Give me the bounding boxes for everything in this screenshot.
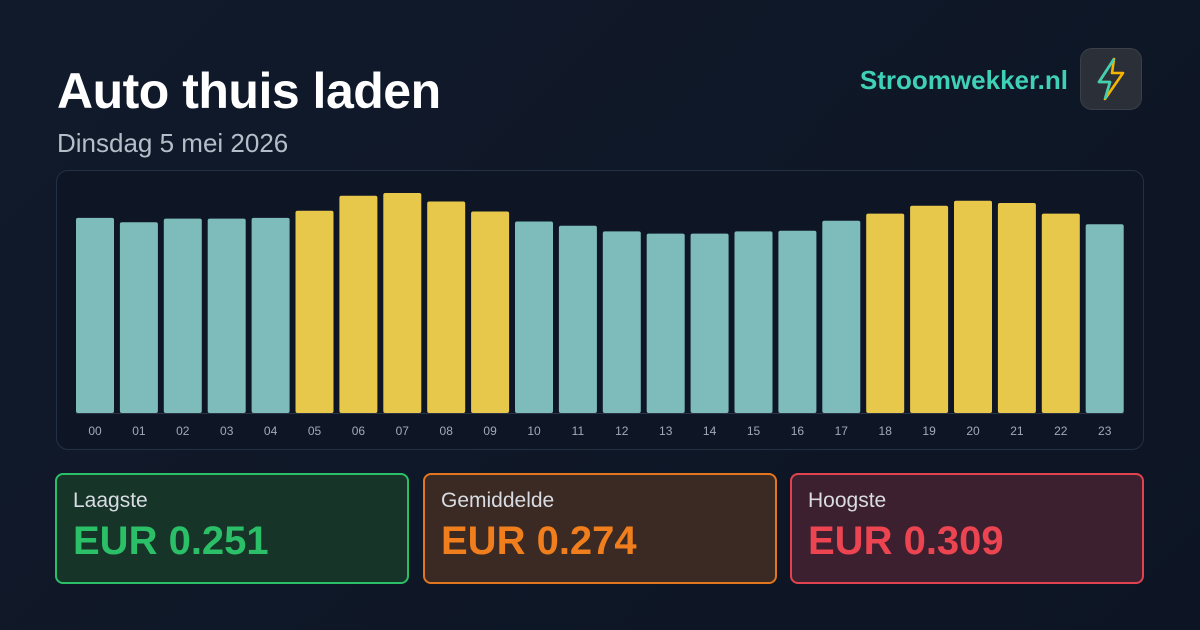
x-tick-label-13: 13 xyxy=(659,424,673,438)
chart-bar-10 xyxy=(515,221,553,413)
x-tick-label-18: 18 xyxy=(879,424,893,438)
x-tick-label-05: 05 xyxy=(308,424,322,438)
chart-bar-19 xyxy=(910,205,949,413)
chart-bar-22 xyxy=(1041,213,1080,413)
chart-bar-01 xyxy=(119,222,158,413)
chart-bar-09 xyxy=(471,211,510,413)
x-tick-label-03: 03 xyxy=(220,424,234,438)
chart-bar-05 xyxy=(295,210,334,413)
x-tick-label-14: 14 xyxy=(703,424,717,438)
brand-name: Stroomwekker.nl xyxy=(859,65,1068,95)
x-tick-label-01: 01 xyxy=(132,424,146,438)
chart-bar-00 xyxy=(76,217,114,413)
chart-bar-21 xyxy=(997,203,1036,413)
brand-logo xyxy=(1080,48,1142,110)
x-tick-label-08: 08 xyxy=(440,424,454,438)
chart-bar-13 xyxy=(646,233,685,413)
page-title: Auto thuis laden xyxy=(57,63,441,119)
x-tick-label-04: 04 xyxy=(264,424,278,438)
chart-bar-12 xyxy=(602,231,641,413)
stat-card-highest: Hoogste EUR 0.309 xyxy=(790,473,1144,584)
chart-bar-18 xyxy=(866,213,905,413)
chart-bar-04 xyxy=(251,217,290,413)
price-chart-panel: 00 01 02 03 04 05 06 07 08 09 10 11 12 13 14 15 16 17 18 19… xyxy=(56,170,1144,450)
x-tick-label-02: 02 xyxy=(176,424,190,438)
x-tick-label-07: 07 xyxy=(396,424,410,438)
x-tick-label-06: 06 xyxy=(352,424,366,438)
chart-bar-11 xyxy=(558,225,597,413)
x-tick-label-11: 11 xyxy=(572,424,585,438)
stat-label-lowest: Laagste xyxy=(73,489,148,512)
x-tick-label-23: 23 xyxy=(1098,424,1112,438)
x-tick-label-20: 20 xyxy=(966,424,980,438)
lightning-bolt-icon xyxy=(1097,57,1125,101)
chart-bar-16 xyxy=(778,230,817,413)
x-tick-label-16: 16 xyxy=(791,424,805,438)
x-tick-label-00: 00 xyxy=(88,424,102,438)
chart-bar-20 xyxy=(954,200,992,413)
x-tick-label-17: 17 xyxy=(835,424,849,438)
chart-bar-23 xyxy=(1085,224,1124,413)
chart-bar-17 xyxy=(822,220,861,413)
chart-bar-15 xyxy=(734,231,773,413)
chart-bar-06 xyxy=(339,195,378,413)
x-tick-label-21: 21 xyxy=(1010,424,1024,438)
price-bar-chart: 00 01 02 03 04 05 06 07 08 09 10 11 12 13 14 15 16 17 18 19… xyxy=(76,193,1124,438)
page-subtitle: Dinsdag 5 mei 2026 xyxy=(57,128,289,158)
x-tick-label-19: 19 xyxy=(922,424,936,438)
x-tick-label-22: 22 xyxy=(1054,424,1068,438)
stat-card-average: Gemiddelde EUR 0.274 xyxy=(423,473,777,584)
chart-bar-07 xyxy=(383,193,422,413)
stat-label-average: Gemiddelde xyxy=(441,489,555,512)
chart-bar-08 xyxy=(427,201,466,413)
stat-label-highest: Hoogste xyxy=(808,489,887,512)
x-tick-label-09: 09 xyxy=(483,424,497,438)
x-tick-label-15: 15 xyxy=(747,424,761,438)
x-tick-label-10: 10 xyxy=(527,424,541,438)
chart-bar-03 xyxy=(207,218,246,413)
chart-bar-02 xyxy=(163,218,202,413)
chart-bar-14 xyxy=(690,233,729,413)
stat-value-highest: EUR 0.309 xyxy=(808,519,1004,563)
stat-value-lowest: EUR 0.251 xyxy=(73,519,269,563)
stat-card-lowest: Laagste EUR 0.251 xyxy=(55,473,409,584)
stat-value-average: EUR 0.274 xyxy=(441,519,637,563)
x-tick-label-12: 12 xyxy=(615,424,629,438)
